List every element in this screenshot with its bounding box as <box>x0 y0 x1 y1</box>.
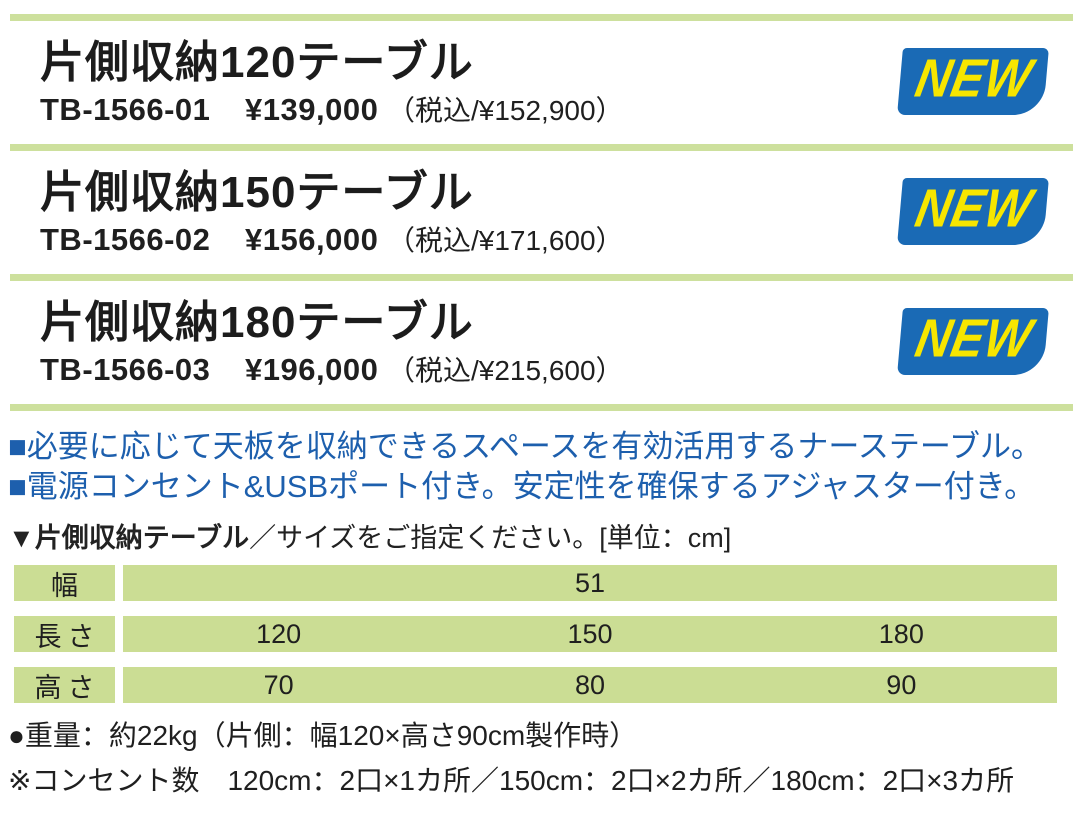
product-block-150: 片側収納150テーブル TB-1566-02 ¥156,000 （税込/¥171… <box>0 151 1073 274</box>
size-table: 幅 51 長さ 120 150 180 高さ 70 80 90 <box>14 565 1057 703</box>
table-cell: 70 <box>263 669 294 700</box>
product-price-tax: （税込/¥171,600） <box>386 225 624 257</box>
table-cell: 150 <box>567 618 613 649</box>
row-values: 70 80 90 <box>123 667 1057 703</box>
new-badge: NEW <box>897 178 1049 245</box>
price-line: TB-1566-01 ¥139,000 （税込/¥152,900） <box>40 93 1073 127</box>
product-price: ¥156,000 <box>245 222 379 258</box>
row-values: 51 <box>123 565 1057 601</box>
table-cell: 120 <box>256 618 302 649</box>
table-cell: 51 <box>574 567 606 598</box>
product-code: TB-1566-01 <box>40 92 211 128</box>
note-outlets: ※コンセント数 120cm：2口×1カ所／150cm：2口×2カ所／180cm：… <box>8 765 1015 796</box>
section-divider <box>10 144 1073 151</box>
note-weight: ●重量：約22kg（片側：幅120×高さ90cm製作時） <box>8 720 638 751</box>
product-price-tax: （税込/¥152,900） <box>386 95 624 127</box>
table-row-height: 高さ 70 80 90 <box>14 667 1057 703</box>
table-cell: 90 <box>886 669 917 700</box>
new-badge: NEW <box>897 308 1049 375</box>
feature-item: ■必要に応じて天板を収納できるスペースを有効活用するナーステーブル。 <box>8 429 1042 464</box>
feature-item: ■電源コンセント&USBポート付き。安定性を確保するアジャスター付き。 <box>8 469 1036 504</box>
product-price-tax: （税込/¥215,600） <box>386 355 624 387</box>
product-code: TB-1566-02 <box>40 222 211 258</box>
product-title: 片側収納150テーブル <box>40 168 474 217</box>
size-table-caption-note: ／サイズをご指定ください。[単位：cm] <box>249 523 732 553</box>
price-line: TB-1566-02 ¥156,000 （税込/¥171,600） <box>40 223 1073 257</box>
section-divider <box>10 274 1073 281</box>
product-block-180: 片側収納180テーブル TB-1566-03 ¥196,000 （税込/¥215… <box>0 281 1073 404</box>
row-header: 幅 <box>14 565 115 601</box>
product-block-120: 片側収納120テーブル TB-1566-01 ¥139,000 （税込/¥152… <box>0 21 1073 144</box>
table-row-width: 幅 51 <box>14 565 1057 601</box>
product-title: 片側収納180テーブル <box>40 298 474 347</box>
size-table-caption: ▼片側収納テーブル／サイズをご指定ください。[単位：cm] <box>8 521 1073 555</box>
product-title: 片側収納120テーブル <box>40 38 474 87</box>
product-price: ¥139,000 <box>245 92 379 128</box>
feature-list: ■必要に応じて天板を収納できるスペースを有効活用するナーステーブル。 ■電源コン… <box>8 427 1073 507</box>
row-values: 120 150 180 <box>123 616 1057 652</box>
table-cell: 180 <box>878 618 924 649</box>
product-price: ¥196,000 <box>245 352 379 388</box>
new-badge-label: NEW <box>910 49 1037 109</box>
note-list: ●重量：約22kg（片側：幅120×高さ90cm製作時） ※コンセント数 120… <box>8 719 1073 798</box>
new-badge: NEW <box>897 48 1049 115</box>
section-divider <box>10 404 1073 411</box>
size-table-caption-title: ▼片側収納テーブル <box>8 523 250 553</box>
row-header: 長さ <box>14 616 115 652</box>
table-cell: 80 <box>574 669 606 700</box>
row-header: 高さ <box>14 667 115 703</box>
product-code: TB-1566-03 <box>40 352 211 388</box>
new-badge-label: NEW <box>910 179 1037 239</box>
table-row-length: 長さ 120 150 180 <box>14 616 1057 652</box>
new-badge-label: NEW <box>910 309 1037 369</box>
price-line: TB-1566-03 ¥196,000 （税込/¥215,600） <box>40 353 1073 387</box>
section-divider <box>10 14 1073 21</box>
